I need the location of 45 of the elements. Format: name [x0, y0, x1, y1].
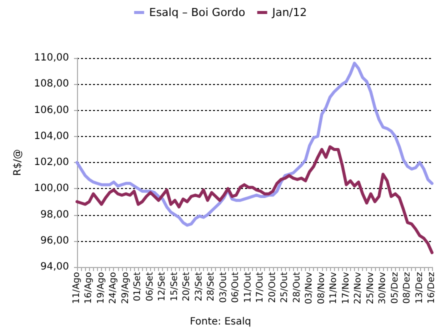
x-tick-label: 20/Out [268, 272, 278, 303]
y-tick-label: 100,00 [34, 183, 69, 194]
x-tick-label: 25/Out [280, 272, 290, 303]
x-tick-label: 16/Dez [427, 272, 437, 304]
x-tick-label: 03/Nov [304, 271, 315, 304]
x-tick-label: 05/Dez [390, 272, 400, 304]
x-tick-label: 22/Nov [354, 271, 364, 304]
x-tick-label: 11/Nov [329, 271, 340, 304]
x-tick-label: 13/Dez [414, 272, 425, 304]
x-tick-label: 08/Nov [316, 271, 327, 304]
x-tick-label: 28/Set [206, 272, 217, 302]
x-tick-label: 03/Out [218, 272, 229, 303]
y-tick-label: 104,00 [34, 130, 69, 142]
x-tick-label: 06/Set [145, 272, 156, 302]
x-tick-label: 11/Out [243, 272, 254, 303]
legend-label: Esalq – Boi Gordo [149, 6, 246, 19]
y-tick-label: 98,00 [40, 209, 69, 220]
x-tick-label: 19/Ago [96, 272, 106, 304]
legend-label: Jan/12 [271, 6, 307, 19]
x-tick-label: 08/Dez [402, 272, 413, 304]
x-tick-label: 17/Out [256, 272, 266, 303]
line-series [76, 145, 434, 254]
x-tick-label: 16/Ago [84, 272, 94, 304]
y-tick-label: 108,00 [34, 78, 69, 90]
y-axis-title: R$/@ [12, 149, 24, 176]
x-tick-label: 23/Set [194, 272, 204, 302]
x-tick-label: 28/Out [292, 272, 302, 303]
x-tick-label: 06/Out [231, 272, 242, 303]
y-tick-label: 94,00 [40, 262, 69, 272]
x-tick-label: 29/Ago [120, 272, 131, 304]
x-tick-label: 17/Nov [341, 271, 352, 304]
x-tick-label: 30/Nov [378, 271, 388, 304]
x-tick-label: 24/Ago [108, 272, 119, 304]
x-tick-label: 15/Set [170, 272, 180, 302]
source-note: Fonte: Esalq [190, 316, 252, 328]
y-tick-label: 110,00 [34, 52, 69, 64]
line-series [76, 62, 434, 227]
x-tick-label: 25/Nov [366, 271, 376, 304]
y-tick-label: 102,00 [34, 157, 69, 168]
x-tick-label: 12/Set [158, 272, 168, 302]
y-tick-label: 96,00 [40, 235, 69, 246]
x-tick-label: 20/Set [182, 272, 192, 302]
x-tick-label: 11/Ago [72, 272, 82, 304]
y-tick-label: 106,00 [34, 104, 69, 116]
x-tick-label: 01/Set [133, 272, 144, 302]
